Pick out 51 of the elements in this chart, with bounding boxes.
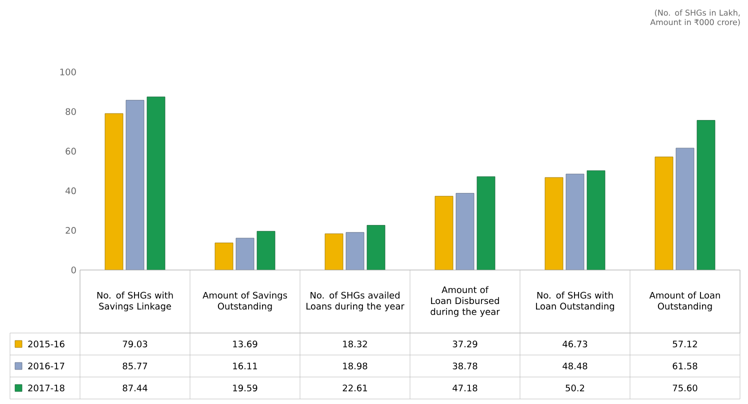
data-label: 38.78 [452,362,478,370]
bar [654,156,674,270]
y-tick-label: 100 [60,68,76,76]
bar [434,196,454,270]
bar [256,231,276,270]
data-label: 48.48 [562,362,588,370]
bar [566,174,584,270]
data-label: 19.59 [233,384,258,392]
data-label: 85.77 [122,362,148,370]
legend-label: 2016-17 [28,362,64,370]
y-tick-label: 40 [66,187,76,194]
legend-label: 2015-16 [28,340,64,348]
x-tick-label: No. of SHGs availed Loans during the year [306,292,404,312]
data-label: 22.61 [342,384,368,392]
y-tick-label: 60 [66,148,76,155]
data-label: 79.03 [122,340,148,348]
legend-label: 2017-18 [28,384,64,392]
bar [676,148,694,270]
bar [586,170,606,270]
data-label: 87.44 [122,384,148,392]
bar [456,193,474,270]
y-tick-label: 20 [66,227,76,234]
data-label: 13.69 [233,340,258,348]
data-label: 75.60 [672,384,698,392]
bar [214,242,234,270]
data-label: 46.73 [562,340,588,348]
data-label: 61.58 [672,362,698,370]
bar [696,120,716,270]
bar [104,113,124,270]
bar [476,176,496,270]
bar [346,232,364,270]
data-label: 47.18 [452,384,478,392]
x-tick-label: Amount of Loan Outstanding [649,292,720,312]
bar [366,225,386,270]
x-tick-label: No. of SHGs with Savings Linkage [97,292,173,312]
data-label: 50.2 [566,384,584,392]
y-tick-label: 80 [66,108,76,115]
data-label: 57.12 [672,340,697,348]
bar [544,177,564,270]
bar [126,100,144,270]
bar [146,96,166,270]
bar [324,234,344,270]
y-tick-label: 0 [71,266,76,274]
x-tick-label: No. of SHGs with Loan Outstanding [536,292,614,312]
bar [236,238,254,270]
data-label: 37.29 [452,340,478,348]
data-label: 18.32 [343,340,367,348]
data-label: 16.11 [233,362,258,370]
data-label: 18.98 [343,362,368,370]
x-tick-label: Amount of Savings Outstanding [202,292,288,312]
x-tick-label: Amount of Loan Disbursed during the year [430,286,500,317]
